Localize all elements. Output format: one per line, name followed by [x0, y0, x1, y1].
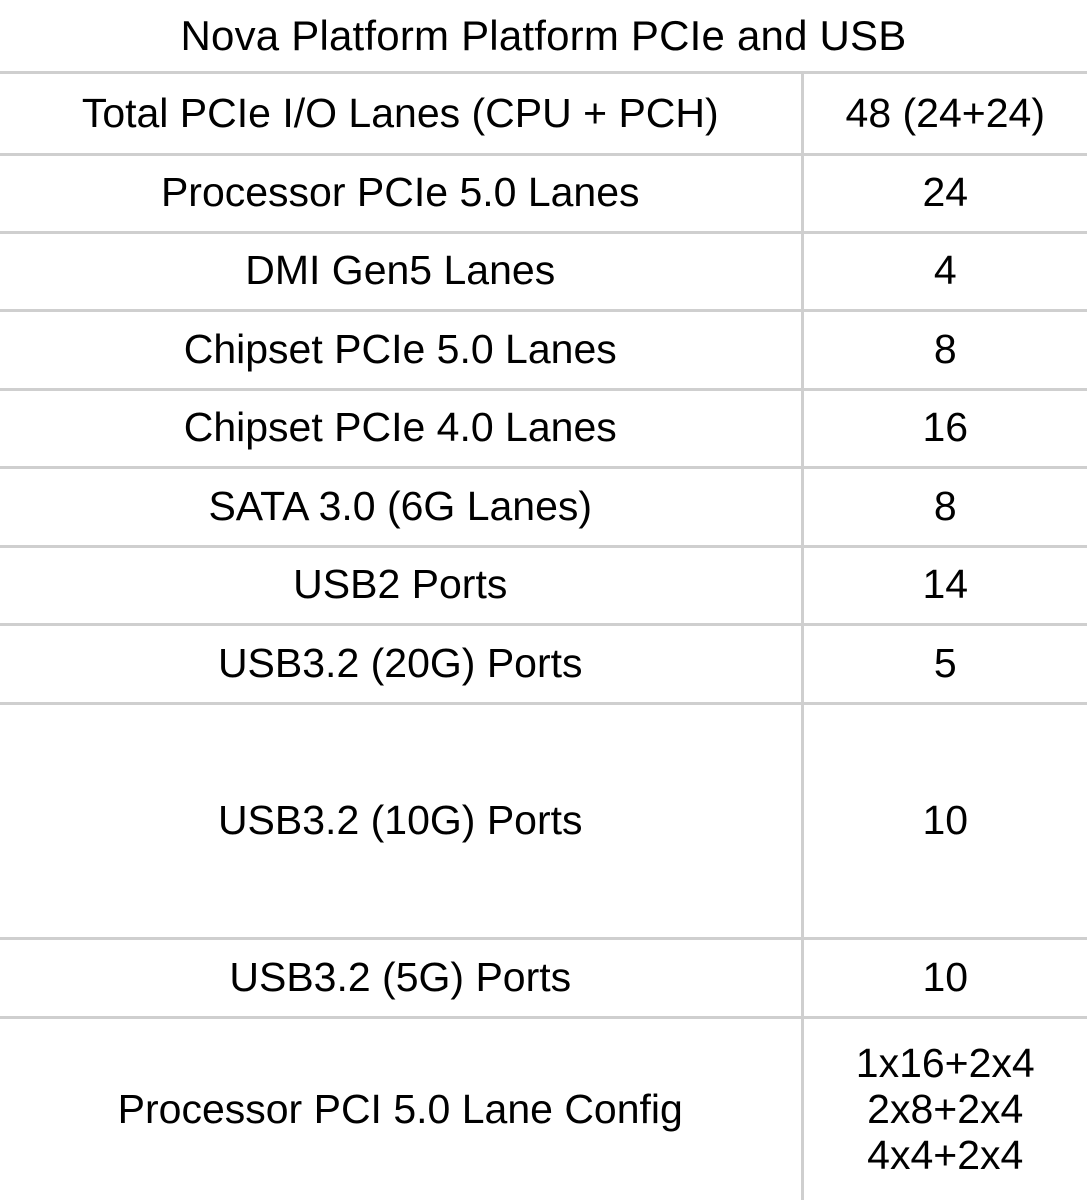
table-row: USB3.2 (10G) Ports 10: [0, 703, 1087, 940]
row-label: USB2 Ports: [0, 546, 804, 626]
table-row: Processor PCI 5.0 Lane Config 1x16+2x4 2…: [0, 1017, 1087, 1200]
lane-config-option: 1x16+2x4: [855, 1040, 1035, 1087]
row-value-list: 1x16+2x4 2x8+2x4 4x4+2x4: [802, 1017, 1087, 1200]
row-value: 4: [802, 232, 1087, 312]
row-label: Total PCIe I/O Lanes (CPU + PCH): [0, 74, 804, 156]
table-row: USB2 Ports 14: [0, 546, 1087, 626]
row-value: 5: [802, 624, 1087, 705]
row-value: 14: [802, 546, 1087, 626]
row-label: Chipset PCIe 5.0 Lanes: [0, 310, 804, 391]
row-label: USB3.2 (5G) Ports: [0, 938, 804, 1019]
row-label: SATA 3.0 (6G Lanes): [0, 467, 804, 548]
row-value: 10: [802, 938, 1087, 1019]
table-title: Nova Platform Platform PCIe and USB: [0, 0, 1087, 74]
row-label: DMI Gen5 Lanes: [0, 232, 804, 312]
row-value: 48 (24+24): [802, 74, 1087, 156]
row-value: 8: [802, 467, 1087, 548]
lane-config-option: 2x8+2x4: [867, 1086, 1024, 1133]
row-value: 10: [802, 703, 1087, 940]
table-row: DMI Gen5 Lanes 4: [0, 232, 1087, 312]
row-label: Chipset PCIe 4.0 Lanes: [0, 389, 804, 469]
table-row: USB3.2 (5G) Ports 10: [0, 938, 1087, 1019]
table-row: USB3.2 (20G) Ports 5: [0, 624, 1087, 705]
row-value: 24: [802, 154, 1087, 234]
table-row: Processor PCIe 5.0 Lanes 24: [0, 154, 1087, 234]
table-row: Total PCIe I/O Lanes (CPU + PCH) 48 (24+…: [0, 74, 1087, 156]
spec-table: Total PCIe I/O Lanes (CPU + PCH) 48 (24+…: [0, 74, 1087, 1200]
row-label: USB3.2 (10G) Ports: [0, 703, 804, 940]
table-row: Chipset PCIe 4.0 Lanes 16: [0, 389, 1087, 469]
row-label: Processor PCI 5.0 Lane Config: [0, 1017, 804, 1200]
row-label: Processor PCIe 5.0 Lanes: [0, 154, 804, 234]
table-row: SATA 3.0 (6G Lanes) 8: [0, 467, 1087, 548]
lane-config-option: 4x4+2x4: [867, 1132, 1024, 1179]
table-row: Chipset PCIe 5.0 Lanes 8: [0, 310, 1087, 391]
row-value: 8: [802, 310, 1087, 391]
row-value: 16: [802, 389, 1087, 469]
row-label: USB3.2 (20G) Ports: [0, 624, 804, 705]
